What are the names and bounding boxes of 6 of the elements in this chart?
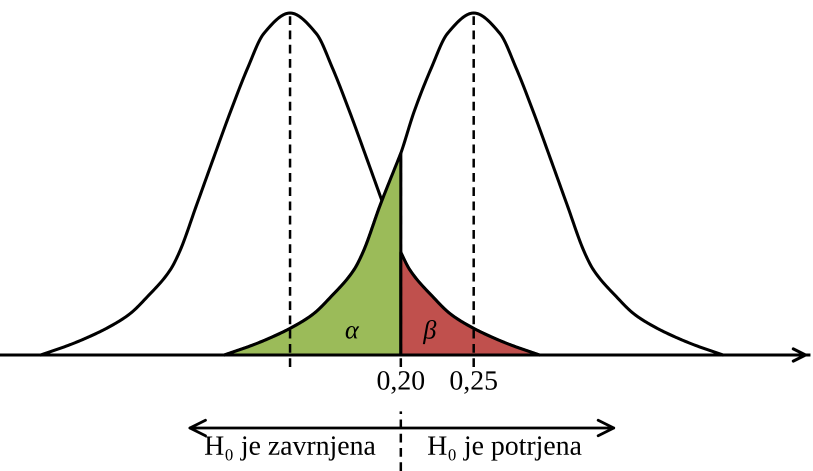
x-tick-label: 0,25	[450, 371, 497, 394]
annotation: α	[346, 326, 360, 339]
text: H₀ je zavrnjena	[204, 436, 376, 461]
x-tick-label: 0,20	[378, 371, 424, 394]
text: H₀ je potrjena	[428, 436, 582, 461]
annotation: β	[422, 320, 436, 344]
